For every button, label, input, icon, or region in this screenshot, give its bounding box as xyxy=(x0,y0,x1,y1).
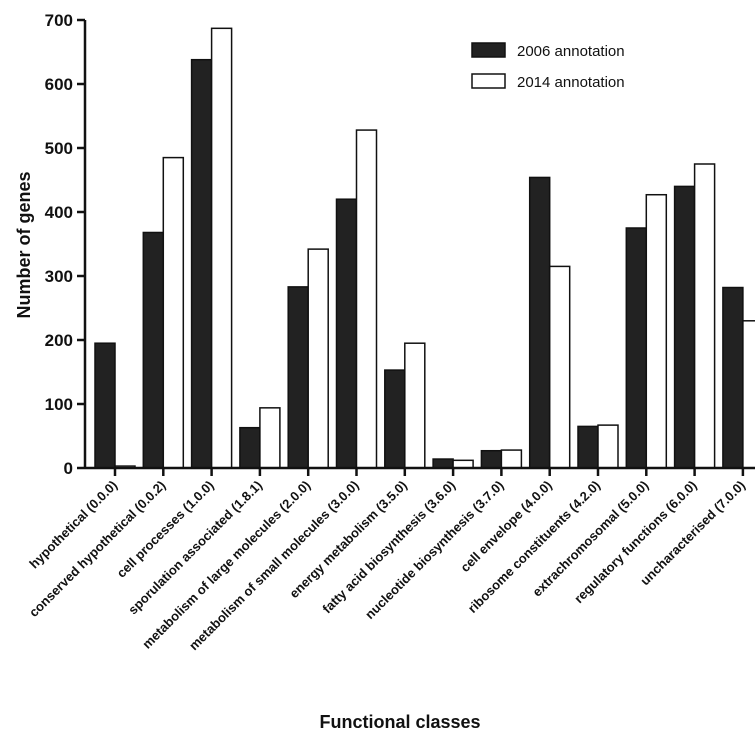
y-tick-label: 100 xyxy=(45,395,73,414)
bar-2006 xyxy=(190,58,213,469)
bar-2006 xyxy=(94,342,116,469)
y-tick-label: 500 xyxy=(45,139,73,158)
bar-2014 xyxy=(500,449,523,469)
y-tick-label: 700 xyxy=(45,11,73,30)
bar-2006 xyxy=(335,198,358,469)
legend-label-2006: 2006 annotation xyxy=(517,43,625,60)
y-tick-label: 200 xyxy=(45,331,73,350)
bar-2014 xyxy=(355,129,378,469)
bar-2014 xyxy=(210,27,233,469)
y-tick-label: 0 xyxy=(64,459,73,478)
x-tick-label: cell processes (1.0.0) xyxy=(114,478,217,581)
bar-2006 xyxy=(528,176,551,469)
bar-2006 xyxy=(722,286,744,469)
bar-2006 xyxy=(142,231,165,469)
bar-2014 xyxy=(307,248,329,469)
y-tick-label: 400 xyxy=(45,203,73,222)
bar-2014 xyxy=(693,163,716,469)
legend-swatch-2006 xyxy=(471,42,506,58)
bar-2006 xyxy=(480,449,503,469)
bar-2006 xyxy=(384,369,406,469)
bar-2006 xyxy=(625,227,648,469)
x-tick-label: cell envelope (4.0.0) xyxy=(457,478,554,575)
legend-swatch-2014 xyxy=(471,73,506,89)
y-tick-label: 600 xyxy=(45,75,73,94)
bar-2006 xyxy=(673,185,696,469)
bar-2014 xyxy=(404,342,426,469)
x-tick-label: metabolism of small molecules (3.0.0) xyxy=(186,478,362,654)
bars xyxy=(94,27,755,469)
y-tick-label: 300 xyxy=(45,267,73,286)
bar-2006 xyxy=(432,458,454,469)
bar-2014 xyxy=(645,193,668,469)
x-axis-title: Functional classes xyxy=(319,712,480,732)
bar-2014 xyxy=(597,424,619,469)
y-axis: 0 100 200 300 400 500 600 700 xyxy=(45,11,87,478)
bar-2014 xyxy=(162,156,185,469)
y-axis-title: Number of genes xyxy=(14,171,34,318)
bar-2006 xyxy=(239,426,261,469)
x-tick-label: hypothetical (0.0.0) xyxy=(26,478,120,572)
legend-label-2014: 2014 annotation xyxy=(517,74,625,91)
bar-2006 xyxy=(577,425,599,469)
bar-2006 xyxy=(287,286,309,469)
x-axis: hypothetical (0.0.0)conserved hypothetic… xyxy=(26,466,755,654)
x-tick-label: metabolism of large molecules (2.0.0) xyxy=(139,478,313,652)
bar-2014 xyxy=(742,320,755,469)
bar-2014 xyxy=(259,407,281,469)
legend: 2006 annotation 2014 annotation xyxy=(471,42,625,91)
bar-2014 xyxy=(548,265,571,469)
